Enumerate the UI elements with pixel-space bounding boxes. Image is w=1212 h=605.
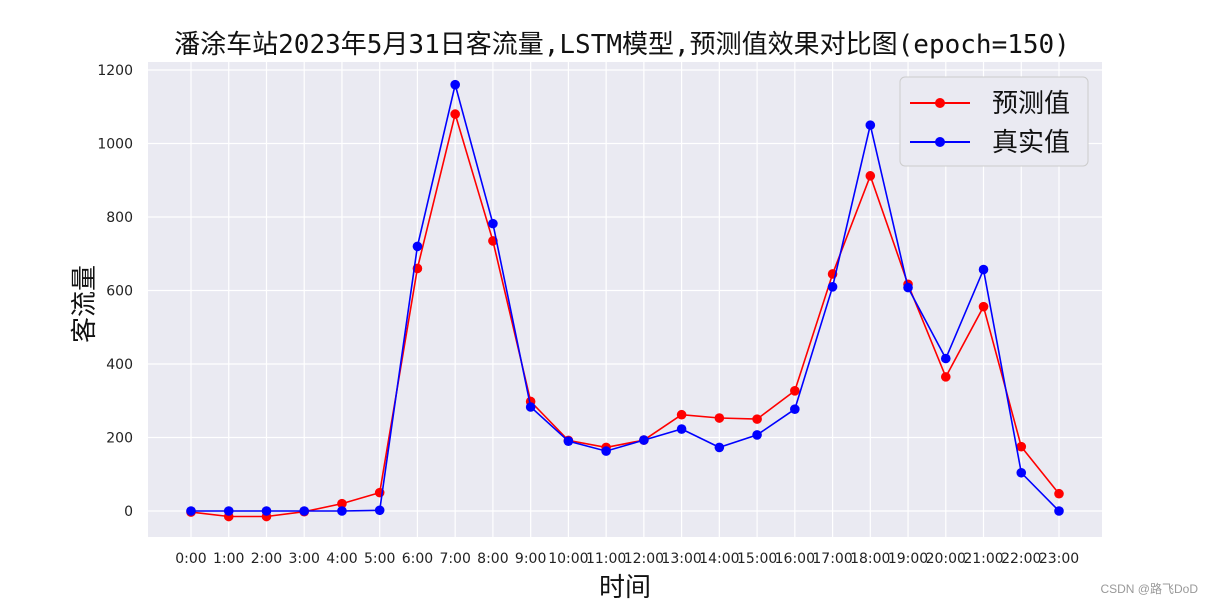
data-point-actual	[601, 446, 611, 456]
series-lines	[186, 79, 1064, 522]
y-tick-label: 200	[106, 431, 133, 447]
x-tick-label: 19:00	[888, 551, 928, 567]
series-line-actual	[191, 84, 1060, 512]
data-point-actual	[337, 506, 347, 516]
data-point-predicted	[676, 409, 687, 420]
legend-marker-actual	[935, 137, 945, 147]
data-point-predicted	[940, 372, 951, 382]
legend: 预测值 真实值	[899, 76, 1089, 167]
x-tick-label: 16:00	[775, 551, 815, 567]
x-tick-label: 21:00	[963, 551, 1003, 567]
x-tick-label: 4:00	[326, 551, 357, 567]
x-tick-label: 13:00	[661, 551, 701, 567]
data-point-actual	[1054, 506, 1064, 516]
data-point-predicted	[865, 171, 876, 181]
x-tick-label: 10:00	[548, 551, 588, 567]
data-point-actual	[186, 506, 196, 516]
watermark: CSDN @路飞DoD	[1100, 582, 1198, 596]
x-tick-label: 8:00	[477, 551, 508, 567]
data-point-actual	[299, 506, 310, 516]
data-point-actual	[525, 402, 536, 412]
x-tick-label: 11:00	[586, 551, 626, 567]
data-point-predicted	[450, 109, 460, 119]
data-point-actual	[374, 505, 385, 516]
data-point-predicted	[978, 301, 989, 312]
data-point-actual	[714, 442, 725, 453]
x-tick-label: 20:00	[926, 551, 966, 567]
x-tick-label: 17:00	[812, 551, 852, 567]
data-point-predicted	[1016, 441, 1027, 452]
data-point-actual	[827, 282, 838, 292]
data-point-actual	[903, 282, 913, 293]
legend-label-predicted: 预测值	[992, 89, 1070, 119]
data-point-predicted	[752, 414, 762, 424]
data-point-actual	[676, 424, 687, 434]
x-ticks: 0:00 1:00 2:00 3:00 4:00 5:00 6:00 7:00 8:00 9:00…	[175, 551, 1079, 567]
x-tick-label: 7:00	[439, 551, 470, 567]
data-point-predicted	[790, 386, 800, 396]
y-axis-label: 客流量	[70, 265, 100, 343]
data-point-actual	[412, 241, 423, 252]
x-tick-label: 2:00	[251, 551, 282, 567]
y-tick-label: 400	[106, 357, 133, 373]
data-point-actual	[790, 404, 800, 415]
data-point-actual	[563, 436, 574, 446]
data-point-predicted	[1054, 488, 1064, 499]
x-tick-label: 18:00	[850, 551, 890, 567]
data-point-actual	[488, 218, 498, 229]
data-point-actual	[752, 430, 762, 440]
y-tick-label: 0	[124, 504, 133, 520]
data-point-actual	[261, 506, 272, 516]
x-tick-label: 12:00	[624, 551, 664, 567]
x-tick-label: 9:00	[515, 551, 546, 567]
x-tick-label: 5:00	[364, 551, 395, 567]
legend-box	[899, 76, 1089, 167]
chart-title: 潘涂车站2023年5月31日客流量,LSTM模型,预测值效果对比图(epoch=…	[174, 30, 1070, 60]
x-tick-label: 15:00	[737, 551, 777, 567]
data-point-actual	[940, 353, 951, 364]
data-point-actual	[639, 435, 649, 445]
data-point-predicted	[714, 413, 725, 423]
data-point-actual	[223, 506, 234, 516]
y-tick-label: 1000	[97, 137, 133, 153]
y-ticks: 0 200 400 600 800 1000 1200	[97, 63, 133, 520]
x-tick-label: 3:00	[288, 551, 319, 567]
data-point-actual	[450, 79, 460, 90]
data-point-actual	[1016, 467, 1027, 478]
grid	[148, 62, 1102, 537]
x-tick-label: 1:00	[213, 551, 244, 567]
data-point-actual	[865, 120, 876, 130]
legend-marker-predicted	[935, 98, 945, 108]
x-tick-label: 23:00	[1039, 551, 1079, 567]
x-tick-label: 0:00	[175, 551, 206, 567]
y-tick-label: 800	[106, 210, 133, 226]
data-point-actual	[978, 264, 989, 275]
data-point-predicted	[337, 498, 347, 509]
x-tick-label: 14:00	[699, 551, 739, 567]
legend-label-actual: 真实值	[992, 128, 1070, 158]
y-tick-label: 600	[106, 284, 133, 300]
x-axis-label: 时间	[599, 573, 651, 603]
x-tick-label: 6:00	[402, 551, 433, 567]
y-tick-label: 1200	[97, 63, 133, 79]
x-tick-label: 22:00	[1001, 551, 1041, 567]
